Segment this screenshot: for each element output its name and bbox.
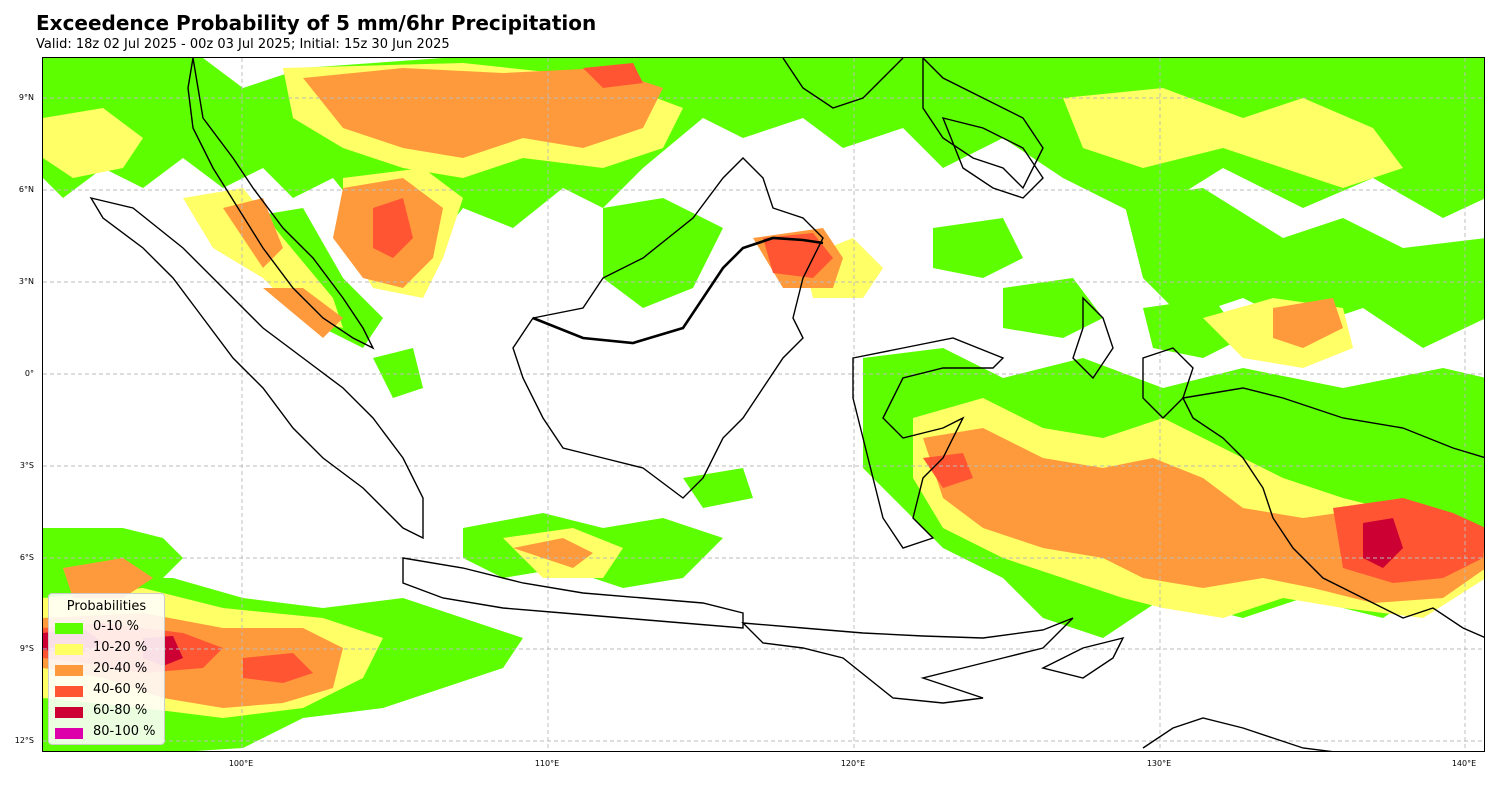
java-coast bbox=[402, 557, 744, 629]
legend-title: Probabilities bbox=[66, 599, 147, 614]
sumatra-coast bbox=[89, 196, 424, 540]
lat-label: 3°N bbox=[18, 277, 34, 286]
maluku-coast bbox=[1072, 296, 1114, 380]
legend-label: 60-80 % bbox=[93, 703, 148, 718]
legend-swatch bbox=[55, 665, 83, 676]
legend-label: 10-20 % bbox=[93, 640, 148, 655]
lon-label: 120°E bbox=[840, 759, 866, 768]
gridlines bbox=[43, 58, 1484, 751]
borneo-border bbox=[532, 236, 824, 345]
timor-coast bbox=[1040, 636, 1125, 679]
malay-peninsula-coast bbox=[187, 58, 375, 350]
legend-label: 0-10 % bbox=[93, 619, 139, 634]
map-title: Exceedence Probability of 5 mm/6hr Preci… bbox=[36, 11, 597, 35]
lon-label: 130°E bbox=[1146, 759, 1172, 768]
legend-swatch bbox=[55, 728, 83, 739]
australia-coast bbox=[1142, 717, 1333, 751]
map-subtitle: Valid: 18z 02 Jul 2025 - 00z 03 Jul 2025… bbox=[36, 37, 450, 52]
borneo-coast bbox=[512, 157, 824, 499]
lon-label: 140°E bbox=[1451, 759, 1477, 768]
lat-label: 6°S bbox=[19, 553, 34, 562]
mindanao-coast bbox=[941, 116, 1044, 199]
lon-label: 100°E bbox=[228, 759, 254, 768]
lat-label: 9°N bbox=[18, 93, 34, 102]
map-canvas[interactable] bbox=[42, 57, 1485, 752]
lon-label: 110°E bbox=[534, 759, 560, 768]
sulawesi-coast bbox=[852, 337, 1005, 549]
legend-swatch bbox=[55, 686, 83, 697]
legend-swatch bbox=[55, 644, 83, 655]
legend: Probabilities 0-10 % 10-20 % 20-40 % 40-… bbox=[48, 593, 165, 745]
coastlines bbox=[89, 58, 1484, 751]
lat-label: 6°N bbox=[18, 185, 34, 194]
lat-label: 9°S bbox=[19, 644, 34, 653]
legend-swatch bbox=[55, 707, 83, 718]
legend-label: 80-100 % bbox=[93, 724, 156, 739]
new-guinea-coast bbox=[1181, 387, 1484, 638]
legend-swatch bbox=[55, 623, 83, 634]
philippines-coast bbox=[782, 58, 1044, 190]
map-svg bbox=[43, 58, 1484, 751]
lat-label: 12°S bbox=[14, 736, 34, 745]
lat-label: 0° bbox=[24, 369, 34, 378]
lat-label: 3°S bbox=[19, 461, 34, 470]
legend-label: 40-60 % bbox=[93, 682, 148, 697]
lesser-sunda-coast bbox=[741, 617, 1074, 704]
legend-label: 20-40 % bbox=[93, 661, 148, 676]
